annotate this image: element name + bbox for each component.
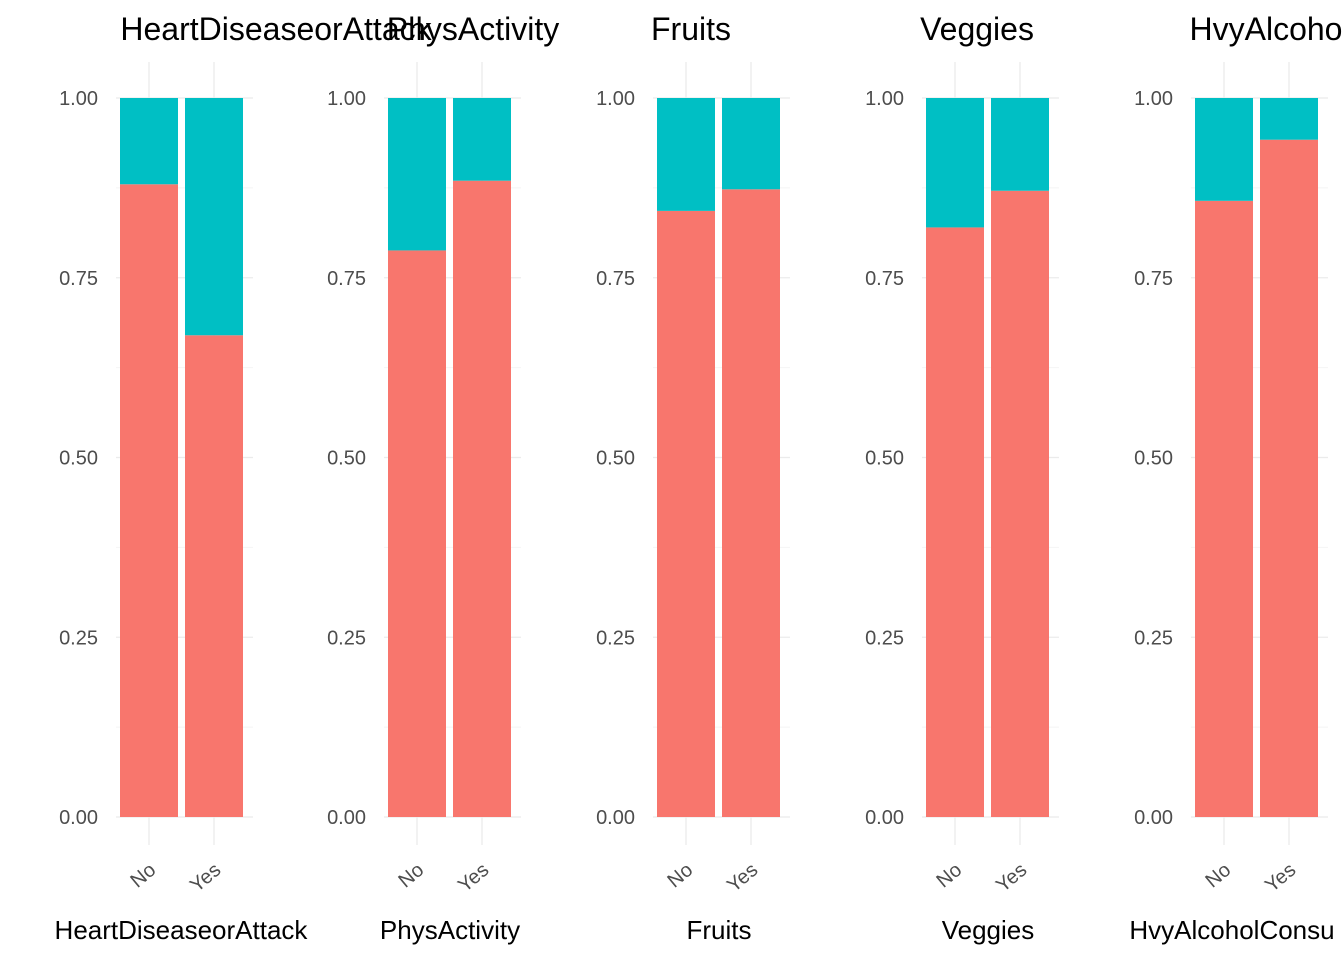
y-tick-label: 1.00 [327, 88, 366, 110]
y-tick-label: 0.00 [1134, 807, 1173, 829]
y-tick-label: 0.75 [1134, 268, 1173, 290]
x-tick-label: No [394, 859, 428, 892]
x-axis-title: Veggies [942, 915, 1035, 945]
x-tick-label: Yes [723, 859, 762, 897]
y-tick-label: 0.50 [865, 448, 904, 470]
y-tick-label: 0.25 [596, 627, 635, 649]
panel-title: Fruits [651, 11, 731, 47]
x-tick-label: Yes [1261, 859, 1300, 897]
y-tick-label: 0.00 [59, 807, 98, 829]
bar-yes-series-2 [185, 98, 243, 336]
x-axis-title: PhysActivity [380, 915, 520, 945]
bar-yes-series-2 [722, 98, 780, 190]
bar-no-series-2 [120, 98, 178, 185]
panel-title: HvyAlcoho [1190, 11, 1343, 47]
bar-yes-series-2 [453, 98, 511, 181]
y-tick-label: 0.00 [596, 807, 635, 829]
chart-panel-2: 0.00 0.25 0.50 0.75 1.00 No Yes PhysActivity Phy… [327, 11, 559, 945]
y-tick-label: 0.25 [1134, 627, 1173, 649]
x-tick-label: Yes [186, 859, 225, 897]
x-axis-title: HeartDiseaseorAttack [55, 915, 309, 945]
y-tick-label: 0.25 [327, 627, 366, 649]
x-tick-label: Yes [992, 859, 1031, 897]
bar-no-series-2 [1195, 98, 1253, 201]
bar-yes-series-2 [1260, 98, 1318, 140]
bar-yes-series-1 [722, 189, 780, 818]
y-tick-label: 1.00 [865, 88, 904, 110]
y-tick-label: 0.50 [59, 448, 98, 470]
y-tick-label: 0.00 [327, 807, 366, 829]
y-tick-label: 0.75 [59, 268, 98, 290]
x-tick-label: No [126, 859, 160, 892]
y-tick-label: 1.00 [596, 88, 635, 110]
bar-no-series-1 [388, 250, 446, 818]
bar-no-series-2 [388, 98, 446, 251]
y-tick-label: 0.00 [865, 807, 904, 829]
y-tick-label: 1.00 [1134, 88, 1173, 110]
x-axis-title: HvyAlcoholConsu [1129, 915, 1334, 945]
y-tick-label: 0.25 [865, 627, 904, 649]
bar-no-series-1 [657, 210, 715, 817]
y-tick-label: 0.50 [327, 448, 366, 470]
bar-yes-series-2 [991, 98, 1049, 191]
panel-title: PhysActivity [387, 11, 559, 47]
chart-panel-4: 0.00 0.25 0.50 0.75 1.00 No Yes Veggies Veggies [865, 11, 1059, 945]
y-tick-label: 0.75 [865, 268, 904, 290]
y-tick-label: 0.50 [596, 448, 635, 470]
bar-yes-series-1 [1260, 139, 1318, 817]
x-axis-title: Fruits [687, 915, 752, 945]
bar-no-series-2 [926, 98, 984, 228]
y-tick-label: 1.00 [59, 88, 98, 110]
panel-title: HeartDiseaseorAttack [120, 11, 432, 47]
panel-title: Veggies [920, 11, 1034, 47]
y-tick-label: 0.75 [596, 268, 635, 290]
chart-panel-5: 0.00 0.25 0.50 0.75 1.00 No Yes HvyAlcoho HvyAlc… [1129, 11, 1342, 945]
chart-panel-1: 0.00 0.25 0.50 0.75 1.00 No Yes HeartDiseaseorA… [55, 11, 433, 945]
y-tick-label: 0.75 [327, 268, 366, 290]
bar-no-series-2 [657, 98, 715, 211]
y-tick-label: 0.50 [1134, 448, 1173, 470]
bar-no-series-1 [1195, 200, 1253, 817]
x-tick-label: No [1201, 859, 1235, 892]
bar-yes-series-1 [991, 190, 1049, 818]
y-tick-label: 0.25 [59, 627, 98, 649]
bar-no-series-1 [120, 184, 178, 817]
x-tick-label: No [932, 859, 966, 892]
x-tick-label: Yes [454, 859, 493, 897]
bar-yes-series-1 [185, 335, 243, 817]
chart-panel-3: 0.00 0.25 0.50 0.75 1.00 No Yes Fruits Fruits [596, 11, 790, 945]
x-tick-label: No [663, 859, 697, 892]
bar-no-series-1 [926, 227, 984, 818]
bar-yes-series-1 [453, 180, 511, 817]
